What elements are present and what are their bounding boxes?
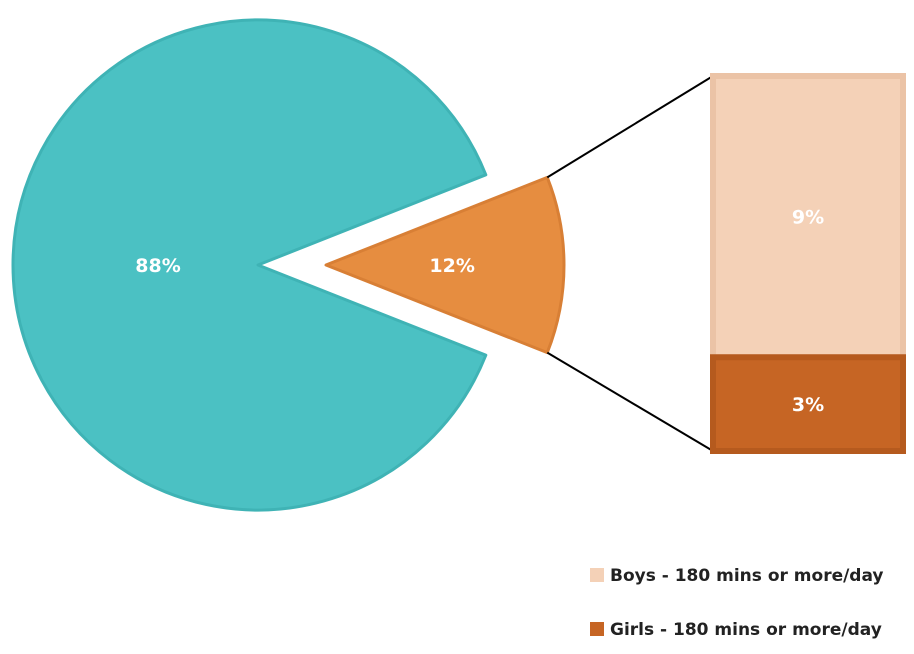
connector-line-bottom (546, 351, 714, 452)
legend-swatch-0 (590, 568, 604, 582)
bar-segment-label-0: 9% (792, 207, 824, 229)
legend-label-0: Boys - 180 mins or more/day (610, 566, 884, 586)
pie-slice-label-0: 88% (135, 255, 180, 277)
legend-label-1: Girls - 180 mins or more/day (610, 620, 882, 640)
bar-segment-label-1: 3% (792, 394, 824, 416)
pie: 12% 88% (11, 18, 566, 512)
legend: Boys - 180 mins or more/day Girls - 180 m… (590, 566, 884, 640)
pie-slice-label-1: 12% (429, 255, 474, 277)
legend-swatch-1 (590, 622, 604, 636)
stacked-bar: 9% 3% (710, 73, 906, 454)
pie-slice-1 (324, 175, 566, 355)
pie-slice-0 (11, 18, 488, 512)
bar-segment-0 (710, 73, 906, 361)
bar-segment-1 (710, 354, 906, 454)
connector-lines (546, 75, 714, 452)
connector-line-top (546, 75, 714, 179)
